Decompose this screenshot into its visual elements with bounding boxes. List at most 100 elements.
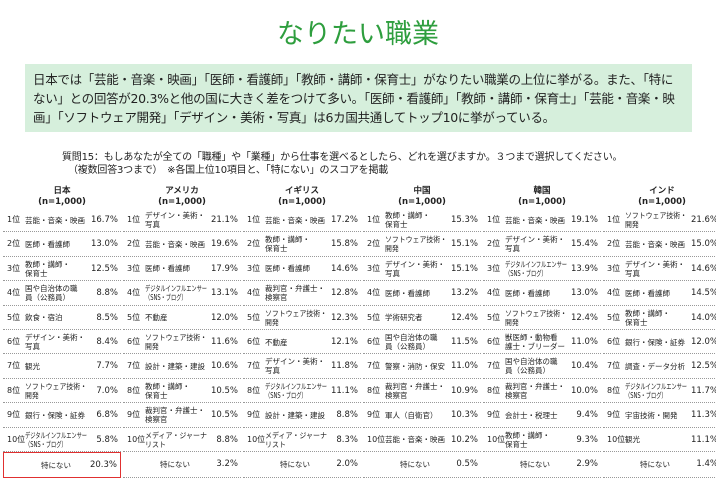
rank: 4位 (487, 288, 501, 298)
table-row: 2位 医師・看護師 13.0% (3, 232, 121, 257)
job: 不動産 (145, 306, 207, 330)
job-text: デジタルインフルエンサー （SNS・ブログ） (505, 259, 567, 278)
rank: 8位 (247, 385, 261, 395)
job-text: 教師・講師・ 保育士 (265, 235, 310, 254)
job: デジタルインフルエンサー （SNS・ブログ） (265, 379, 327, 403)
table-row: 8位 裁判官・弁護士・ 検察官 10.0% (483, 379, 601, 404)
job: デザイン・美術・ 写真 (265, 354, 327, 378)
percentage: 19.1% (570, 215, 598, 225)
percentage: 12.0% (210, 312, 238, 323)
rank: 8位 (127, 385, 141, 395)
table-row: 4位 デジタルインフルエンサー （SNS・ブログ） 13.1% (123, 281, 241, 306)
job-text: 医師・看護師 (25, 239, 70, 249)
percentage: 14.0% (690, 312, 716, 323)
percentage: 13.1% (210, 288, 238, 299)
table-row: 3位 医師・看護師 17.9% (123, 257, 241, 282)
country-name: インド (649, 186, 675, 196)
rank: 10位 (127, 434, 146, 444)
job: 裁判官・弁護士・ 検察官 (265, 281, 327, 305)
job: 国や自治体の職 員（公務員） (25, 281, 87, 305)
job-text: 学術研究者 (385, 313, 423, 323)
rank: 5位 (607, 312, 621, 322)
job: 銀行・保険・証券 (25, 403, 87, 427)
job-text: デザイン・美術・ 写真 (505, 235, 565, 254)
table-row: 1位 芸能・音楽・映画 16.7% (3, 208, 121, 233)
job-text: 教師・講師・ 保育士 (25, 259, 70, 278)
table-row: 7位 デザイン・美術・ 写真 11.8% (243, 354, 361, 379)
rank: 9位 (247, 410, 261, 420)
title: なりたい職業 (277, 19, 439, 50)
table-row: 7位 調査・データ分析 12.5% (603, 354, 716, 379)
percentage: 10.5% (210, 410, 238, 421)
country-column: アメリカ (n=1,000) 1位 デザイン・美術・ 写真 21.1% 2位 芸能・音楽・映… (123, 186, 241, 480)
job-text: デザイン・美術・ 写真 (385, 259, 445, 278)
job-text: 軍人（自衛官） (385, 410, 438, 420)
job-text: 特にない (280, 459, 310, 469)
percentage: 13.2% (450, 288, 478, 299)
rank: 3位 (487, 263, 501, 273)
percentage: 10.2% (450, 434, 478, 445)
job-text: 不動産 (145, 313, 168, 323)
job: 学術研究者 (385, 306, 447, 330)
job: 医師・看護師 (625, 281, 687, 305)
table-row: 1位 デザイン・美術・ 写真 21.1% (123, 208, 241, 233)
table-row: 6位 銀行・保険・証券 12.0% (603, 330, 716, 355)
percentage: 14.5% (690, 288, 716, 299)
job-text: 医師・看護師 (145, 264, 190, 274)
rank: 5位 (247, 312, 261, 322)
rank: 3位 (247, 263, 261, 273)
rank: 10位 (247, 434, 266, 444)
table-row: 3位 デザイン・美術・ 写真 15.1% (363, 257, 481, 282)
table-row: 1位 芸能・音楽・映画 17.2% (243, 208, 361, 233)
job-text: 芸能・音楽・映画 (145, 239, 205, 249)
rank: 3位 (367, 263, 381, 273)
rank: 5位 (127, 312, 141, 322)
percentage: 14.6% (330, 263, 358, 274)
table-row: 特にない 2.0% (243, 452, 361, 478)
job: デザイン・美術・ 写真 (505, 232, 567, 256)
table-row: 9位 会計士・税理士 9.4% (483, 403, 601, 428)
percentage: 15.1% (450, 239, 478, 250)
rank: 6位 (487, 337, 501, 346)
rank: 6位 (607, 337, 621, 346)
percentage: 10.4% (570, 361, 598, 372)
job-text: 芸能・音楽・映画 (25, 215, 85, 225)
job-text: ソフトウェア技術・ 開発 (145, 333, 207, 351)
percentage: 15.0% (690, 239, 716, 250)
table-row: 6位 ソフトウェア技術・ 開発 11.6% (123, 330, 241, 355)
country-column: イギリス (n=1,000) 1位 芸能・音楽・映画 17.2% 2位 教師・講師・ 保育士… (243, 186, 361, 480)
job: 芸能・音楽・映画 (505, 208, 567, 232)
job-text: 裁判官・弁護士・ 検察官 (385, 381, 445, 400)
table-row: 3位 デザイン・美術・ 写真 14.6% (603, 257, 716, 282)
rank: 2位 (367, 239, 381, 249)
rank: 7位 (7, 361, 21, 371)
job-text: デジタルインフルエンサー （SNS・ブログ） (145, 284, 207, 303)
rank: 4位 (607, 288, 621, 298)
job: 芸能・音楽・映画 (265, 208, 327, 232)
job: 特にない (625, 452, 685, 476)
percentage: 13.0% (90, 239, 118, 250)
table-row: 1位 教師・講師・ 保育士 15.3% (363, 208, 481, 233)
rank: 3位 (607, 263, 621, 273)
rank: 3位 (127, 263, 141, 273)
table-row: 10位 メディア・ジャーナ リスト 8.3% (243, 428, 361, 452)
job: デジタルインフルエンサー （SNS・ブログ） (25, 428, 87, 452)
job-text: デジタルインフルエンサー （SNS・ブログ） (625, 381, 687, 400)
job: デジタルインフルエンサー （SNS・ブログ） (145, 281, 207, 305)
job-text: 教師・講師・ 保育士 (505, 430, 550, 449)
job: 教師・講師・ 保育士 (25, 257, 87, 281)
table-row: 9位 設計・建築・建設 8.8% (243, 403, 361, 428)
job: 教師・講師・ 保育士 (625, 306, 687, 330)
job-text: ソフトウェア技術・ 開発 (625, 211, 687, 229)
question: 質問15：もしあなたが全ての「職種」や「業種」から仕事を選べるとしたら、どれを選… (62, 152, 623, 163)
percentage: 12.3% (330, 312, 358, 323)
table-row: 6位 デザイン・美術・ 写真 8.4% (3, 330, 121, 355)
table-row: 4位 裁判官・弁護士・ 検察官 12.8% (243, 281, 361, 306)
table-row: 2位 芸能・音楽・映画 19.6% (123, 232, 241, 257)
rank: 7位 (487, 361, 501, 371)
rank: 9位 (7, 410, 21, 420)
percentage: 8.5% (96, 312, 118, 323)
rank: 4位 (127, 288, 141, 298)
job-text: 芸能・音楽・映画 (265, 215, 325, 225)
job: 不動産 (265, 330, 327, 354)
